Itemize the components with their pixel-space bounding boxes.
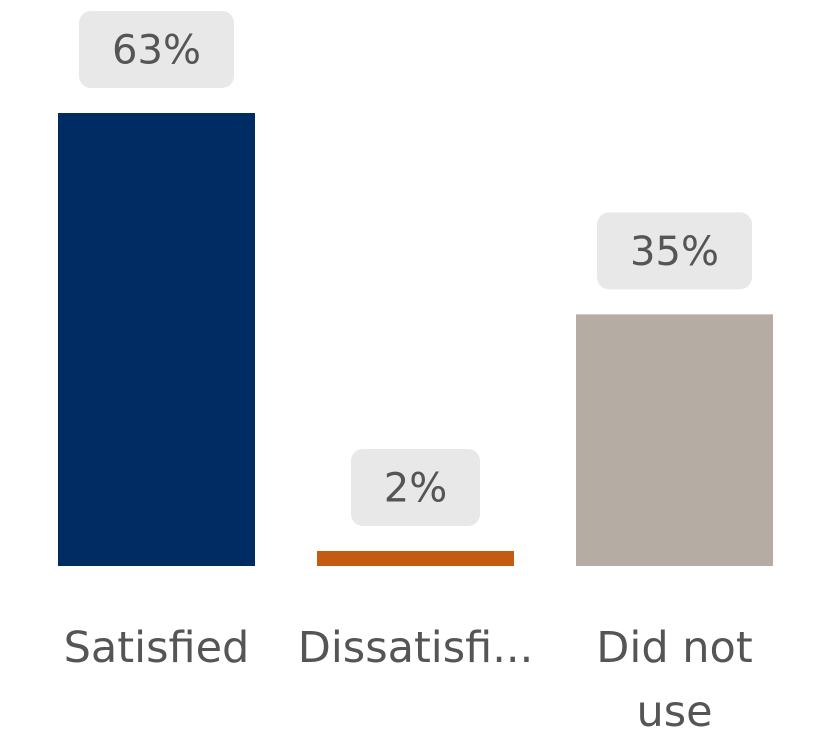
value-label-2: 2% — [351, 449, 480, 526]
value-label-background — [597, 212, 752, 290]
category-label-1: Satisfied — [64, 623, 250, 673]
value-label-text: 35% — [630, 229, 719, 275]
value-label-text: 63% — [112, 28, 201, 74]
category-labels-group: Satisfied Dissatisfi... Did not use — [64, 623, 753, 734]
value-label-background — [79, 11, 234, 88]
bar-1 — [58, 113, 255, 566]
category-label-2: Dissatisfi... — [298, 623, 534, 673]
value-labels-group: 63% 2% 35% — [79, 11, 752, 526]
value-label-3: 35% — [597, 212, 752, 290]
value-label-text: 2% — [384, 466, 447, 512]
value-label-background — [351, 449, 480, 526]
bars-group — [58, 113, 773, 566]
value-label-1: 63% — [79, 11, 234, 88]
category-label-3-line-1: Did not — [596, 623, 752, 673]
bar-3 — [576, 314, 773, 566]
category-label-3-line-2: use — [636, 687, 712, 734]
bar-2 — [317, 551, 514, 566]
